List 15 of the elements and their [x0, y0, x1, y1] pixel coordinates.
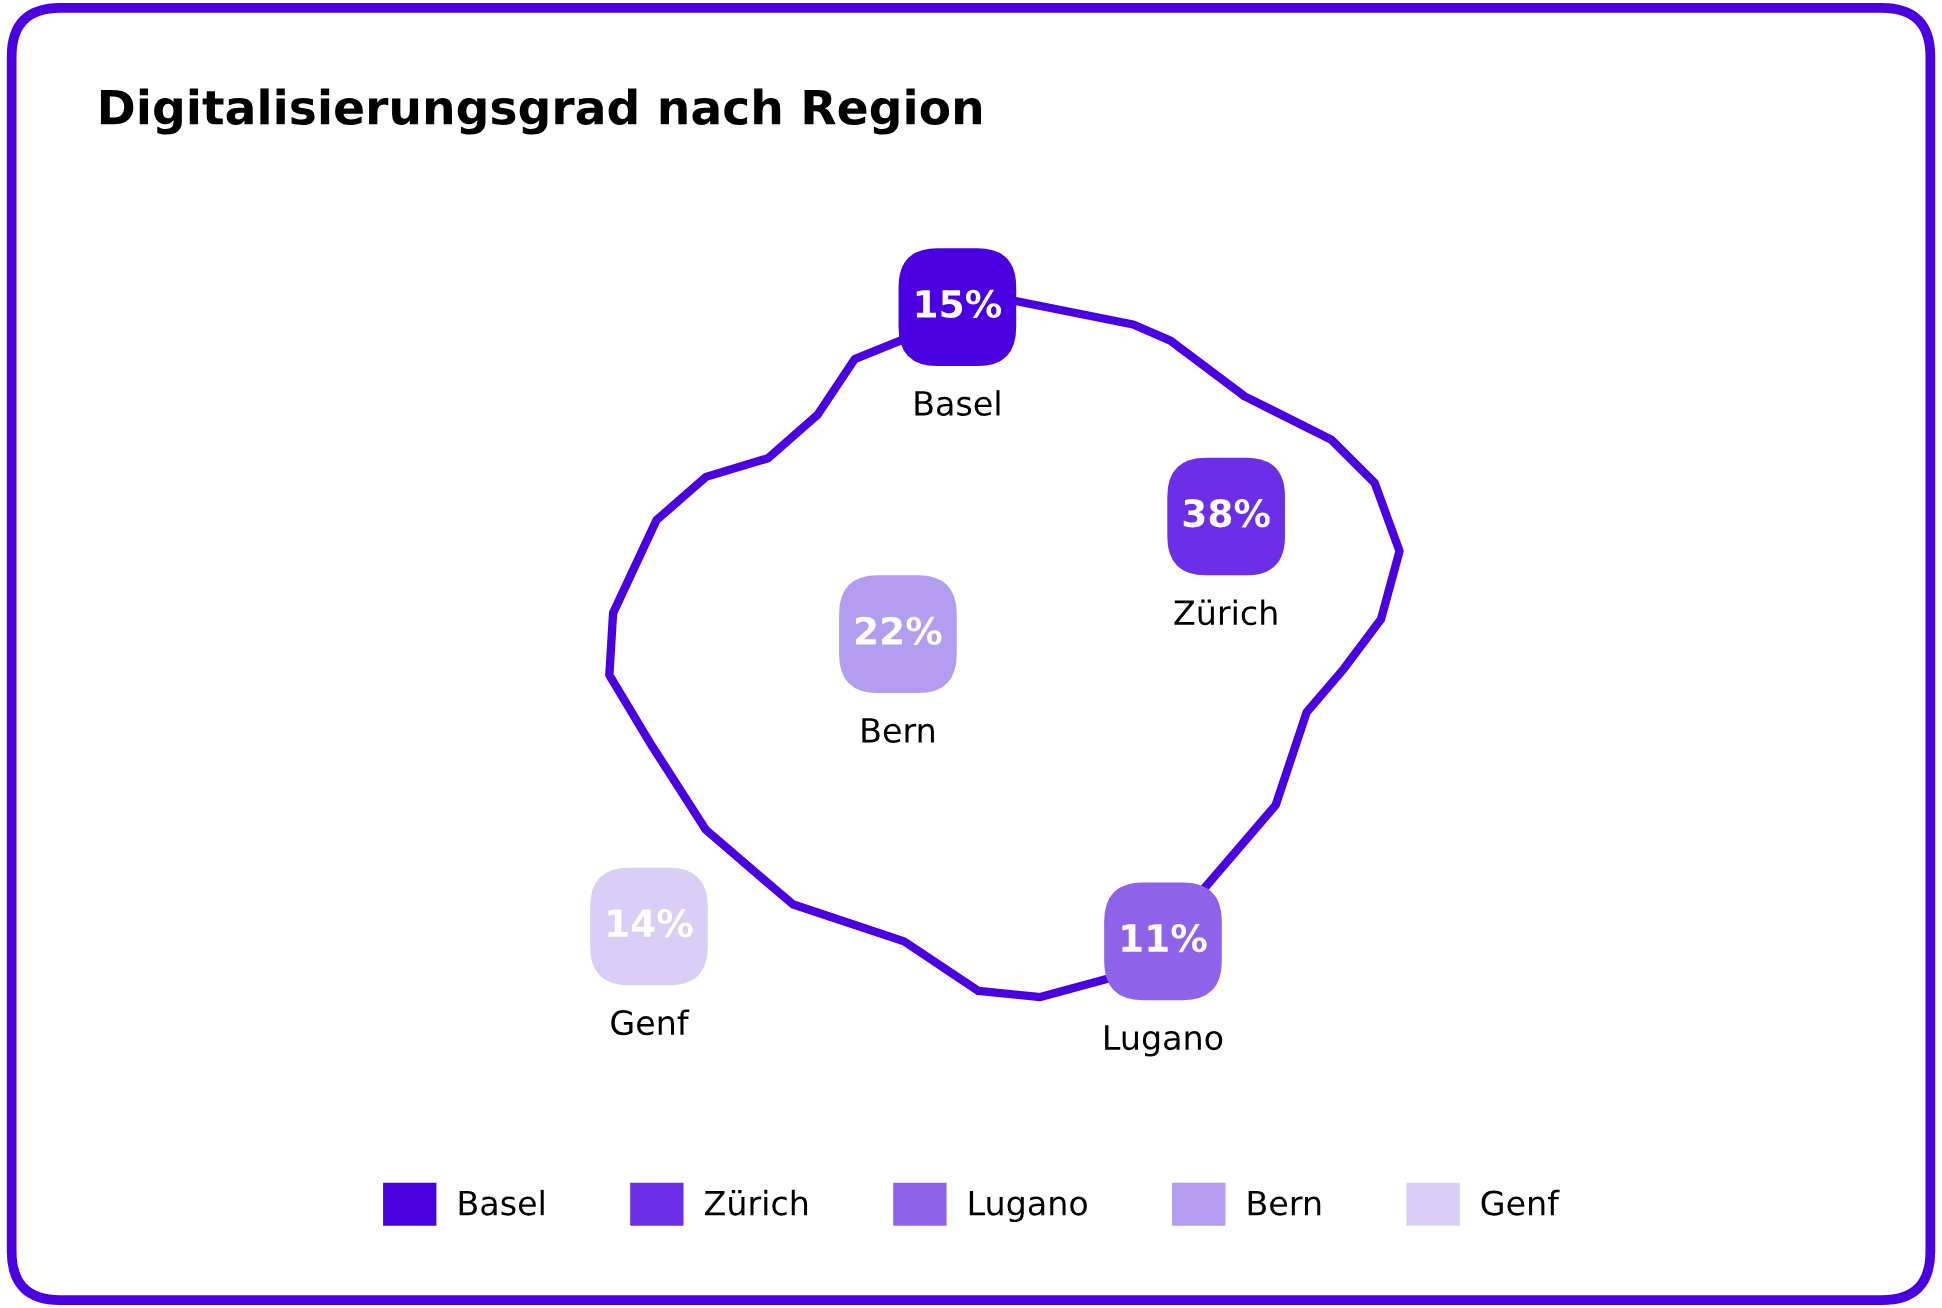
- data-label: 38%: [1183, 499, 1270, 528]
- text: Digitalisierungsgrad nach Region: [100, 88, 982, 135]
- text: Basel: [915, 390, 1000, 416]
- text: Zürich: [1174, 599, 1277, 626]
- data-label: 22%: [856, 616, 942, 646]
- legend-label: Basel: [459, 1189, 544, 1216]
- legend-label: Genf: [1481, 1189, 1560, 1216]
- text: Bern: [862, 718, 934, 743]
- legend-label: Lugano: [969, 1190, 1087, 1223]
- text: Genf: [611, 1009, 690, 1036]
- legend-label: Zürich: [705, 1189, 808, 1216]
- text: Lugano: [1105, 1025, 1223, 1057]
- data-label: 15%: [916, 289, 1002, 319]
- data-label: 11%: [1122, 923, 1207, 953]
- legend-label: Bern: [1248, 1190, 1321, 1216]
